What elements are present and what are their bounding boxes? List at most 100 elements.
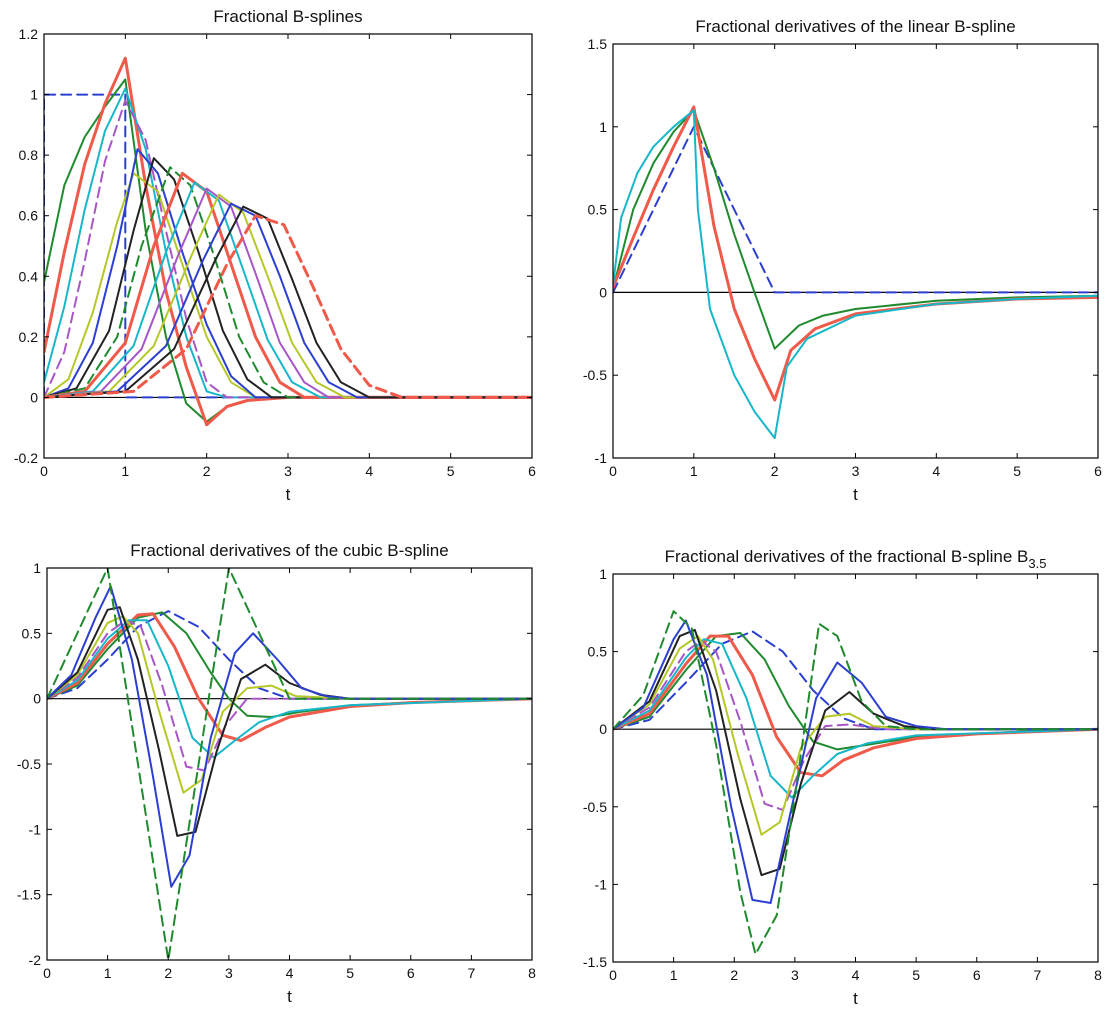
x-tick-label: 5 bbox=[346, 965, 354, 981]
x-tick-label: 8 bbox=[528, 965, 536, 981]
series-line-16 bbox=[44, 214, 532, 399]
x-tick-label: 0 bbox=[609, 967, 617, 983]
y-tick-label: 0 bbox=[33, 691, 41, 707]
series-line-9 bbox=[47, 568, 532, 960]
y-tick-label: -0.5 bbox=[583, 799, 607, 815]
series-line-4 bbox=[613, 109, 1098, 440]
series-line-11 bbox=[44, 181, 532, 399]
x-tick-label: 0 bbox=[609, 463, 617, 479]
x-tick-label: 3 bbox=[225, 965, 233, 981]
y-tick-label: 0.5 bbox=[588, 202, 608, 218]
y-tick-label: 1.5 bbox=[588, 36, 608, 52]
series-line-13 bbox=[44, 193, 532, 399]
x-tick-label: 8 bbox=[1094, 967, 1102, 983]
y-tick-label: -1.5 bbox=[17, 887, 41, 903]
series-line-1 bbox=[47, 610, 532, 700]
y-tick-label: 1 bbox=[30, 87, 38, 103]
series-group bbox=[613, 610, 1098, 956]
series-line-2 bbox=[613, 109, 1098, 350]
x-axis-label: t bbox=[287, 987, 292, 1006]
x-tick-label: 4 bbox=[286, 965, 294, 981]
y-tick-label: 0.2 bbox=[19, 329, 39, 345]
x-tick-label: 2 bbox=[164, 965, 172, 981]
chart-title: Fractional B-splines bbox=[213, 7, 362, 26]
y-tick-label: 0 bbox=[599, 284, 607, 300]
chart-panel-2: 0 1 2 3 4 5 6 -1 -0.5 0 0.5 1 1.5 t Fractional derivat… bbox=[583, 17, 1102, 504]
chart-title-subscript: 3.5 bbox=[1028, 556, 1046, 571]
series-line-5 bbox=[47, 619, 532, 772]
series-line-3 bbox=[613, 634, 1098, 778]
y-tick-label: 1.2 bbox=[19, 26, 39, 42]
y-tick-label: 0.6 bbox=[19, 208, 39, 224]
x-tick-label: 6 bbox=[528, 463, 536, 479]
y-tick-label: 0.8 bbox=[19, 147, 39, 163]
x-tick-label: 1 bbox=[104, 965, 112, 981]
x-tick-label: 4 bbox=[932, 463, 940, 479]
series-line-6 bbox=[44, 172, 532, 399]
chart-title: Fractional derivatives of the cubic B-sp… bbox=[130, 541, 448, 560]
x-tick-label: 6 bbox=[407, 965, 415, 981]
series-line-4 bbox=[47, 619, 532, 759]
y-tick-label: -0.5 bbox=[17, 756, 41, 772]
series-line-7 bbox=[44, 148, 532, 399]
chart-title: Fractional derivatives of the linear B-s… bbox=[695, 17, 1015, 36]
y-tick-label: 0 bbox=[30, 389, 38, 405]
y-tick-label: -0.5 bbox=[583, 367, 607, 383]
chart-panel-3: 0 1 2 3 4 5 6 7 8 -2 -1.5 -1 -0.5 0 0.5 1 t Fractional de… bbox=[17, 541, 536, 1006]
y-tick-label: -1 bbox=[595, 450, 608, 466]
x-tick-label: 1 bbox=[121, 463, 129, 479]
y-tick-label: -1.5 bbox=[583, 954, 607, 970]
x-axis-label: t bbox=[286, 485, 291, 504]
series-line-5 bbox=[44, 99, 532, 399]
y-tick-label: 1 bbox=[599, 566, 607, 582]
series-line-6 bbox=[47, 615, 532, 794]
series-line-8 bbox=[613, 619, 1098, 904]
y-tick-label: 1 bbox=[599, 119, 607, 135]
x-tick-label: 7 bbox=[1033, 967, 1041, 983]
y-tick-label: -2 bbox=[29, 952, 42, 968]
y-tick-label: 0.4 bbox=[19, 268, 39, 284]
series-line-1 bbox=[613, 630, 1098, 731]
series-line-12 bbox=[44, 187, 532, 399]
x-tick-label: 2 bbox=[771, 463, 779, 479]
series-line-5 bbox=[613, 639, 1098, 811]
x-tick-label: 1 bbox=[670, 967, 678, 983]
x-tick-label: 4 bbox=[852, 967, 860, 983]
x-tick-label: 3 bbox=[284, 463, 292, 479]
x-tick-label: 5 bbox=[912, 967, 920, 983]
series-line-3 bbox=[47, 612, 532, 742]
x-axis-label: t bbox=[853, 485, 858, 504]
y-tick-label: 0.5 bbox=[588, 644, 608, 660]
series-line-8 bbox=[44, 157, 532, 399]
y-tick-label: -1 bbox=[29, 821, 42, 837]
series-line-4 bbox=[44, 87, 532, 399]
series-group bbox=[613, 105, 1098, 440]
series-line-9 bbox=[44, 166, 532, 399]
series-line-1 bbox=[613, 125, 1098, 294]
x-tick-label: 2 bbox=[203, 463, 211, 479]
series-group bbox=[47, 568, 532, 960]
x-tick-label: 7 bbox=[467, 965, 475, 981]
x-tick-label: 0 bbox=[40, 463, 48, 479]
x-tick-label: 3 bbox=[852, 463, 860, 479]
x-tick-label: 1 bbox=[690, 463, 698, 479]
x-tick-label: 3 bbox=[791, 967, 799, 983]
series-line-3 bbox=[44, 56, 532, 427]
x-tick-label: 4 bbox=[365, 463, 373, 479]
x-tick-label: 5 bbox=[1013, 463, 1021, 479]
series-group bbox=[44, 56, 532, 427]
y-tick-label: 0 bbox=[599, 721, 607, 737]
series-line-6 bbox=[613, 635, 1098, 836]
series-line-4 bbox=[613, 638, 1098, 799]
x-tick-label: 6 bbox=[973, 967, 981, 983]
series-line-9 bbox=[613, 610, 1098, 956]
chart-panel-1: 0 1 2 3 4 5 6-0.200.20.40.60.811.2tFractional … bbox=[14, 7, 536, 504]
x-tick-label: 0 bbox=[43, 965, 51, 981]
x-tick-label: 5 bbox=[447, 463, 455, 479]
x-axis-label: t bbox=[853, 989, 858, 1008]
y-tick-label: 1 bbox=[33, 560, 41, 576]
x-tick-label: 2 bbox=[730, 967, 738, 983]
x-tick-label: 6 bbox=[1094, 463, 1102, 479]
